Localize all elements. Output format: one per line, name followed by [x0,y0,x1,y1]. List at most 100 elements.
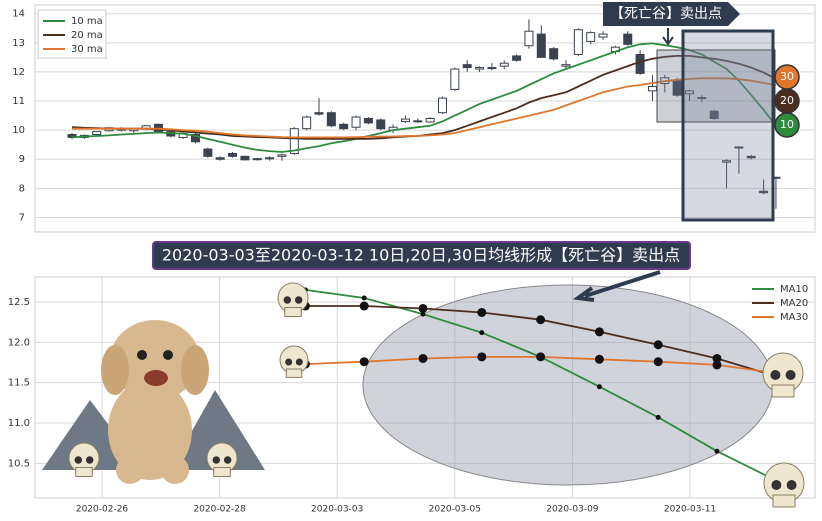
y-tick-label: 10.5 [8,458,30,469]
candle-body [277,154,287,157]
ma-point [536,352,546,362]
legend-label: MA30 [780,312,808,323]
skull-eye [283,296,292,304]
end-label: 20 [780,94,794,107]
candle-body [647,85,657,92]
x-tick-label: 2020-03-09 [546,505,599,515]
candle-body [722,160,732,163]
candle-body [475,67,485,70]
ma-point [477,352,487,362]
skull-eye [74,456,83,464]
skull-eye [223,456,232,464]
x-tick-label: 2020-03-11 [664,505,716,515]
candle-body [623,33,633,45]
candle-body [586,32,596,42]
candle-body [536,33,546,58]
ma-point [361,295,367,301]
skull-jaw [285,368,303,378]
legend-label: 20 ma [71,30,103,41]
ma-point [418,303,428,313]
skull-eye [786,480,797,490]
y-tick-label: 7 [19,212,25,223]
skull-eye [785,370,796,380]
candle-body [573,29,583,55]
candle-body [252,158,262,161]
skull-eye [295,358,303,366]
candle-body [289,128,299,154]
candle-body [709,110,719,119]
skull-eye [770,370,781,380]
y-tick-label: 9 [19,154,25,165]
y-tick-label: 8 [19,183,25,194]
skull-jaw [771,384,795,398]
candle-body [438,97,447,114]
skull-eye [212,456,221,464]
y-tick-label: 11.5 [8,378,30,389]
candle-body [400,118,410,122]
chart-title: 2020-03-03至2020-03-12 10日,20日,30日均线形成【死亡… [162,246,680,265]
x-tick-label: 2020-02-28 [193,505,246,515]
candle-body [191,134,200,143]
candle-body [561,64,571,67]
skull-jaw [75,467,93,477]
skull [763,462,805,508]
y-tick-label: 13 [12,38,25,49]
candle-body [598,33,608,38]
candle-body [635,53,645,74]
legend-label: 30 ma [71,44,103,55]
annotation-box [603,2,740,26]
candle-body [67,134,77,138]
candle-body [685,90,694,95]
skull-jaw [213,467,231,477]
y-tick-label: 12 [12,67,25,78]
candle-body [302,116,312,130]
y-tick-label: 12.5 [8,297,30,308]
candle-body [697,97,707,100]
end-label: 10 [780,118,794,131]
candle-body [215,157,225,160]
skull-eye [85,456,94,464]
ma-point [714,448,720,454]
skull [277,282,309,317]
skull-eye [294,296,303,304]
ma-line [71,42,777,153]
x-tick-label: 2020-03-05 [429,505,481,515]
candle-body [376,119,386,130]
annotation-text: 【死亡谷】卖出点 [610,6,722,22]
end-label: 30 [780,70,794,83]
skull [279,345,309,378]
candle-body [487,67,497,70]
x-tick-label: 2020-02-26 [76,505,129,515]
candle-body [524,30,534,47]
candle-body [326,112,336,127]
highlight-region [656,49,776,123]
skull [762,352,804,398]
candle-body [549,48,559,60]
legend-label: MA10 [780,284,808,295]
candle-body [314,112,324,115]
skull-eye [771,480,782,490]
ma-point [420,311,426,317]
candle-body [240,155,250,161]
pointer-arrow [572,270,661,302]
candle-body [265,157,275,160]
ma-point [712,360,722,370]
candle-body [450,68,460,90]
ma-point [536,315,546,325]
ma-line [72,77,777,139]
ma-point [418,353,428,363]
highlight-box [681,29,775,222]
candle-body [92,131,102,136]
ma-point [653,357,663,367]
candle-body [339,123,349,130]
candle-body [462,64,472,69]
ma-point [479,330,485,336]
x-tick-label: 2020-03-03 [311,505,363,515]
y-tick-label: 12.0 [8,337,30,348]
ma-point [596,384,602,390]
candle-body [746,155,756,159]
candle-body [203,148,213,157]
candle-body [413,120,423,123]
candle-body [499,62,509,67]
